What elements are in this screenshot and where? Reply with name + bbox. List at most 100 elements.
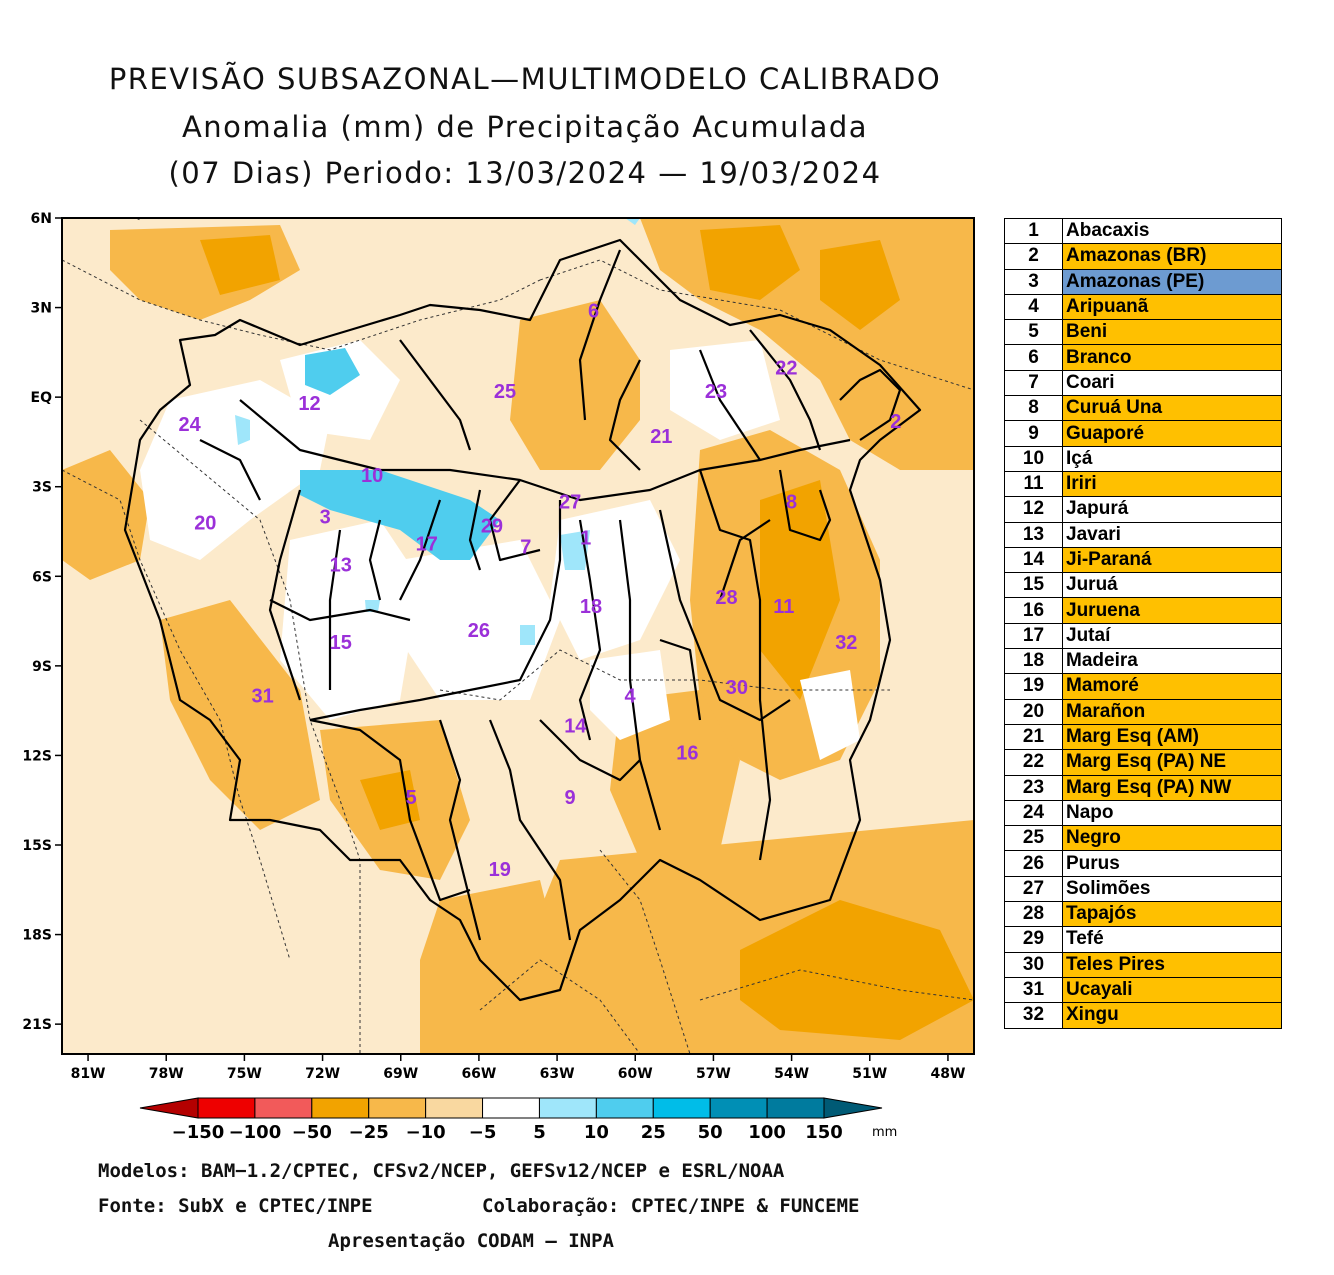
colorbar-tick-label: 10 [584,1122,609,1143]
lon-tick-label: 54W [774,1066,809,1082]
footer-presentation: Apresentação CODAM — INPA [328,1230,614,1252]
legend-basin-name: Juruena [1062,597,1282,624]
legend-basin-number: 25 [1004,825,1063,852]
legend-basin-number: 19 [1004,673,1063,700]
legend-basin-number: 23 [1004,774,1063,801]
legend-row: 29 Tefé [1004,926,1282,953]
legend-row: 6 Branco [1004,344,1282,371]
lon-tick-label: 75W [227,1066,262,1082]
legend-basin-name: Branco [1062,344,1282,371]
basin-number-labels: 1234567891011121314151617181920212223242… [179,301,902,881]
legend-row: 10 Içá [1004,445,1282,472]
lon-tick-label: 69W [383,1066,418,1082]
lon-tick-label: 81W [71,1066,106,1082]
legend-basin-number: 29 [1004,926,1063,953]
legend-row: 20 Marañon [1004,698,1282,725]
basin-label: 23 [705,381,727,403]
legend-basin-name: Jutaí [1062,622,1282,650]
basin-legend-table: 1 Abacaxis 2 Amazonas (BR) 3 Amazonas (PE) 4 Ar… [1004,217,1282,1029]
legend-basin-name: Marg Esq (PA) NW [1062,774,1282,801]
legend-basin-number: 12 [1004,496,1063,523]
legend-basin-name: Içá [1062,445,1282,472]
legend-row: 31 Ucayali [1004,976,1282,1004]
legend-basin-number: 5 [1004,319,1063,346]
legend-row: 4 Aripuanã [1004,293,1282,321]
lat-tick-label: 3N [31,301,52,317]
legend-basin-name: Curuá Una [1062,395,1282,422]
basin-label: 24 [179,414,202,436]
colorbar-segment [139,1097,199,1119]
basin-label: 28 [715,587,737,609]
legend-basin-name: Javari [1062,521,1282,548]
basin-label: 20 [194,513,216,535]
precipitation-anomaly-map: 6N 3N EQ 3S 6S 9S 12S 15S 18S 21S 81W 78W 75W 72W 69W… [22,211,975,1143]
basin-label: 11 [773,596,794,618]
basin-label: 1 [580,527,591,549]
basin-label: 9 [565,787,576,809]
legend-basin-name: Tefé [1062,926,1282,953]
legend-basin-name: Madeira [1062,648,1282,675]
legend-basin-number: 31 [1004,976,1063,1004]
longitude-axis: 81W 78W 75W 72W 69W 66W 63W 60W 57W 54W 51W 48W [71,1054,965,1082]
colorbar-segment [595,1097,654,1119]
legend-row: 17 Jutaí [1004,622,1282,650]
colorbar-segment [254,1097,313,1119]
legend-basin-number: 28 [1004,901,1063,928]
lat-tick-label: EQ [31,390,53,406]
lat-tick-label: 12S [22,748,52,764]
legend-basin-number: 21 [1004,723,1063,751]
legend-basin-name: Abacaxis [1062,217,1282,245]
legend-row: 12 Japurá [1004,496,1282,523]
colorbar-tick-label: −150 [172,1122,225,1143]
colorbar-tick-label: −50 [292,1122,332,1143]
legend-basin-number: 15 [1004,572,1063,599]
lat-tick-label: 6S [32,569,52,585]
legend-row: 2 Amazonas (BR) [1004,243,1282,270]
footer-source: Fonte: SubX e CPTEC/INPE [98,1195,373,1217]
legend-basin-number: 16 [1004,597,1063,624]
legend-basin-name: Marañon [1062,698,1282,725]
legend-basin-name: Napo [1062,799,1282,827]
legend-row: 26 Purus [1004,850,1282,877]
legend-row: 13 Javari [1004,521,1282,548]
legend-row: 11 Iriri [1004,470,1282,498]
legend-basin-name: Negro [1062,825,1282,852]
lat-tick-label: 9S [32,659,52,675]
legend-basin-name: Marg Esq (AM) [1062,723,1282,751]
legend-basin-number: 11 [1004,470,1063,498]
legend-row: 14 Ji-Paraná [1004,546,1282,574]
colorbar-segment [425,1097,484,1119]
legend-basin-number: 17 [1004,622,1063,650]
legend-row: 27 Solimões [1004,875,1282,903]
basin-label: 22 [775,357,797,379]
basin-label: 12 [298,393,320,415]
basin-label: 6 [588,301,599,323]
legend-basin-number: 1 [1004,217,1063,245]
basin-label: 2 [890,411,901,433]
legend-row: 30 Teles Pires [1004,951,1282,978]
legend-row: 1 Abacaxis [1004,217,1282,245]
legend-basin-number: 14 [1004,546,1063,574]
colorbar: −150 −100 −50 −25 −10 −5 5 10 25 50 100 150 mm [139,1097,897,1143]
basin-label: 25 [494,381,516,403]
colorbar-segment [482,1097,540,1119]
lon-tick-label: 63W [540,1066,575,1082]
legend-basin-name: Marg Esq (PA) NE [1062,749,1282,776]
legend-row: 19 Mamoré [1004,673,1282,700]
legend-basin-number: 6 [1004,344,1063,371]
legend-row: 5 Beni [1004,319,1282,346]
colorbar-tick-label: −10 [406,1122,446,1143]
basin-label: 32 [835,632,857,654]
map-frame [61,217,975,1055]
colorbar-tick-label: 5 [533,1122,546,1143]
lon-tick-label: 72W [305,1066,340,1082]
lat-tick-label: 3S [32,480,52,496]
basin-label: 18 [580,596,602,618]
colorbar-tick-label: −100 [229,1122,282,1143]
colorbar-unit: mm [872,1125,897,1140]
legend-basin-name: Beni [1062,319,1282,346]
colorbar-segment [538,1097,597,1119]
legend-basin-name: Aripuanã [1062,293,1282,321]
basin-label: 13 [330,554,352,576]
footer-models: Modelos: BAM−1.2/CPTEC, CFSv2/NCEP, GEFS… [98,1160,785,1182]
